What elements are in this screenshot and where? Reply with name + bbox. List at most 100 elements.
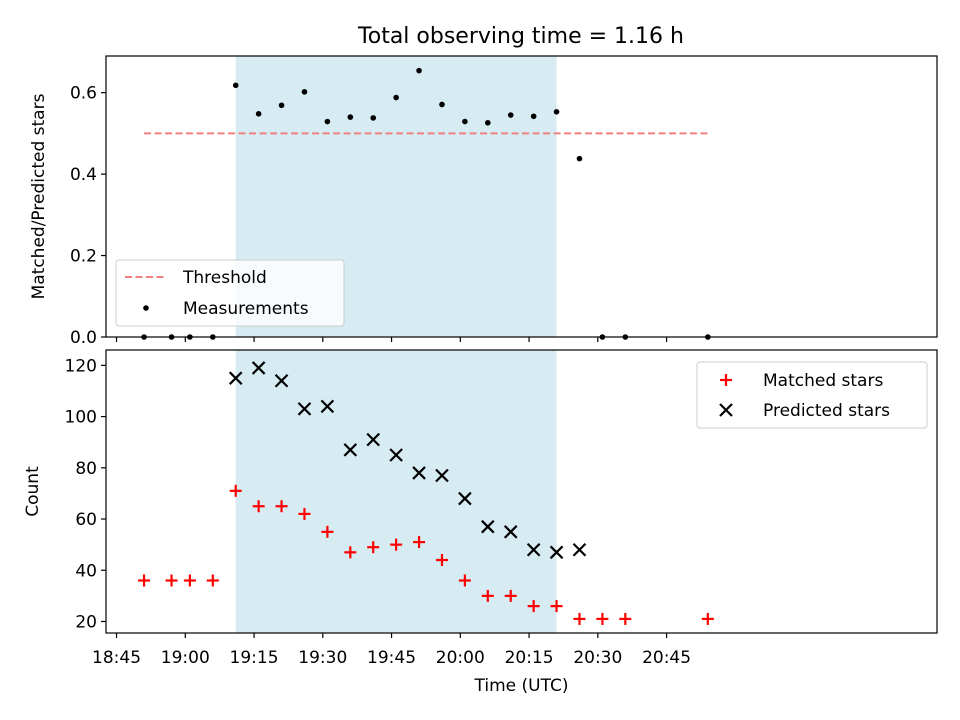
x-stroke-b <box>526 542 541 557</box>
predicted-star-point <box>389 448 403 462</box>
x-stroke-b <box>389 448 403 462</box>
matched-star-point <box>573 612 586 625</box>
legend-predicted-label: Predicted stars <box>763 401 890 421</box>
ratio-panel: 0.0 0.2 0.4 0.6 Matched/Predicted stars Thr… <box>29 55 938 348</box>
predicted-star-point <box>297 402 312 416</box>
legend-predicted-swatch <box>719 403 733 417</box>
x-stroke-b <box>435 468 449 483</box>
matched-star-point <box>435 554 448 567</box>
legend-box <box>115 259 345 327</box>
x-stroke-b <box>719 403 733 417</box>
x-stroke-b <box>251 361 266 375</box>
legend-matched-label: Matched stars <box>763 371 883 391</box>
predicted-star-point <box>274 373 289 388</box>
matched-star-point <box>138 574 151 587</box>
matched-star-point <box>619 612 632 625</box>
x-tick-label: 20:30 <box>573 648 622 668</box>
y-axis-ticks: 0.0 0.2 0.4 0.6 <box>70 84 106 348</box>
measurement-point <box>232 82 239 89</box>
measurement-point <box>507 112 514 118</box>
measurement-point <box>416 67 422 74</box>
x-stroke-b <box>503 525 518 539</box>
figure-title: Total observing time = 1.16 h <box>357 24 684 49</box>
measurement-point <box>462 118 468 125</box>
predicted-stars-points <box>228 361 587 560</box>
y-axis-label: Matched/Predicted stars <box>29 93 49 299</box>
y-tick-label: 120 <box>65 356 97 376</box>
y-tick-label: 0.6 <box>70 84 97 104</box>
x-stroke-b <box>549 545 564 560</box>
y-tick-label: 0.4 <box>70 165 97 185</box>
x-stroke-b <box>572 542 587 557</box>
predicted-star-point <box>526 542 541 557</box>
matched-star-point <box>165 574 178 587</box>
x-stroke-b <box>320 399 335 414</box>
x-stroke-b <box>412 466 426 480</box>
legend-x-marker <box>719 403 733 417</box>
matched-star-point <box>504 589 517 602</box>
axes-frame <box>105 349 938 634</box>
matched-star-point <box>458 574 471 587</box>
y-tick-label: 0.2 <box>70 247 97 267</box>
matched-star-point <box>527 600 540 613</box>
measurement-point <box>553 108 560 115</box>
matched-star-point <box>596 612 609 625</box>
legend-threshold-label: Threshold <box>182 268 267 288</box>
matched-star-point <box>321 525 334 538</box>
x-stroke-b <box>274 373 289 388</box>
measurement-point <box>347 114 354 120</box>
y-tick-label: 80 <box>75 459 97 479</box>
measurement-point <box>324 118 331 125</box>
observing-window-span <box>235 350 557 633</box>
matched-star-point <box>701 612 714 625</box>
matched-star-point <box>550 600 563 613</box>
predicted-star-point <box>343 443 358 457</box>
x-tick-label: 19:15 <box>230 648 279 668</box>
measurement-point <box>278 102 285 109</box>
measurement-point <box>301 89 308 95</box>
predicted-star-point <box>366 432 380 447</box>
legend-box <box>696 361 928 429</box>
x-stroke-b <box>343 443 358 457</box>
predicted-star-point <box>458 491 472 506</box>
predicted-star-point <box>251 361 266 375</box>
matched-stars-points <box>138 484 714 625</box>
predicted-star-point <box>435 468 449 483</box>
x-tick-label: 19:30 <box>298 648 347 668</box>
x-stroke-b <box>458 491 472 506</box>
x-stroke-b <box>297 402 312 416</box>
x-stroke-b <box>228 371 243 385</box>
x-stroke-b <box>366 432 380 447</box>
y-axis-ticks: 20 40 60 80 100 120 <box>65 356 106 632</box>
predicted-star-point <box>503 525 518 539</box>
axes-frame <box>105 55 938 338</box>
y-tick-label: 60 <box>75 510 97 530</box>
x-stroke-b <box>481 519 495 534</box>
y-tick-label: 20 <box>75 612 97 632</box>
predicted-star-point <box>481 519 495 534</box>
x-axis-ticks <box>115 337 668 342</box>
x-tick-label: 20:00 <box>436 648 485 668</box>
x-tick-label: 19:00 <box>161 648 210 668</box>
matched-star-point <box>344 546 357 559</box>
count-panel: 20 40 60 80 100 120 18:45 19:00 19:15 19:30 19:45… <box>23 349 938 696</box>
matched-star-point <box>481 589 494 602</box>
matched-star-point <box>367 541 380 554</box>
matched-star-point <box>413 536 426 549</box>
predicted-star-point <box>572 542 587 557</box>
measurement-point <box>370 115 377 121</box>
x-tick-label: 18:45 <box>92 648 141 668</box>
measurement-point <box>393 94 399 101</box>
x-tick-label: 20:15 <box>505 648 554 668</box>
y-axis-label: Count <box>23 466 43 517</box>
x-axis-ticks: 18:45 19:00 19:15 19:30 19:45 20:00 20:15 20:30… <box>92 633 691 668</box>
measurement-point <box>576 155 583 162</box>
matched-star-point <box>252 500 265 513</box>
x-axis-label: Time (UTC) <box>474 676 569 696</box>
matched-star-point <box>275 500 288 513</box>
legend-measurements-swatch <box>143 305 149 311</box>
matched-star-point <box>229 484 242 497</box>
measurement-point <box>255 111 262 117</box>
legend-measurements-label: Measurements <box>183 299 309 319</box>
